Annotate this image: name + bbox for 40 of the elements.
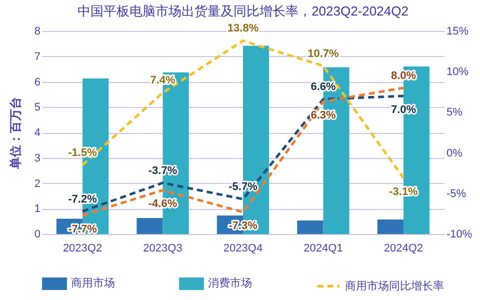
data-label: -1.5% (68, 146, 98, 159)
data-label: 10.7% (308, 48, 340, 60)
legend-label: 消费市场 (208, 276, 252, 290)
x-tick-label: 2024Q1 (304, 242, 343, 254)
bar (297, 220, 324, 234)
y-tick-label: 5 (34, 102, 40, 114)
y-tick-label: 2 (34, 178, 40, 190)
data-label: -4.6% (148, 198, 178, 210)
data-label: -5.7% (228, 181, 258, 194)
bar (377, 220, 404, 234)
y-tick-label: 8 (34, 26, 40, 38)
legend-label: 商用市场同比增长率 (345, 279, 444, 292)
data-label: -7.7% (68, 223, 98, 236)
data-label: 6.6% (310, 81, 336, 94)
legend-label: 商用市场 (71, 276, 115, 290)
x-tick-label: 2024Q2 (384, 242, 424, 254)
data-label: 13.8% (227, 22, 259, 35)
bar (136, 218, 163, 234)
y-tick-label: 3 (34, 152, 40, 164)
x-tick-label: 2023Q4 (223, 242, 263, 254)
chart-title: 中国平板电脑市场出货量及同比增长率，2023Q2-2024Q2 (78, 4, 408, 19)
y-tick-label: 7 (34, 50, 40, 63)
y2-tick-label: -5% (446, 188, 466, 200)
data-label: 7.4% (150, 74, 176, 87)
y2-tick-label: 15% (446, 26, 469, 38)
y2-tick-label: 10% (446, 66, 469, 78)
y2-tick-label: -10% (446, 228, 472, 240)
y2-tick-label: 0% (446, 147, 463, 160)
x-tick-label: 2023Q3 (143, 242, 182, 254)
data-label: -7.3% (228, 220, 258, 232)
data-label: -3.7% (148, 164, 178, 177)
y2-tick-label: 5% (446, 106, 463, 119)
x-tick-label: 2023Q2 (62, 242, 102, 254)
data-label: 8.0% (390, 70, 416, 82)
y-tick-label: 6 (34, 76, 40, 88)
y-axis-title: 单位：百万台 (8, 97, 22, 170)
y-tick-label: 4 (34, 127, 40, 139)
y-tick-label: 0 (34, 228, 40, 240)
data-label: -3.1% (389, 186, 418, 198)
y-tick-label: 1 (34, 203, 40, 216)
